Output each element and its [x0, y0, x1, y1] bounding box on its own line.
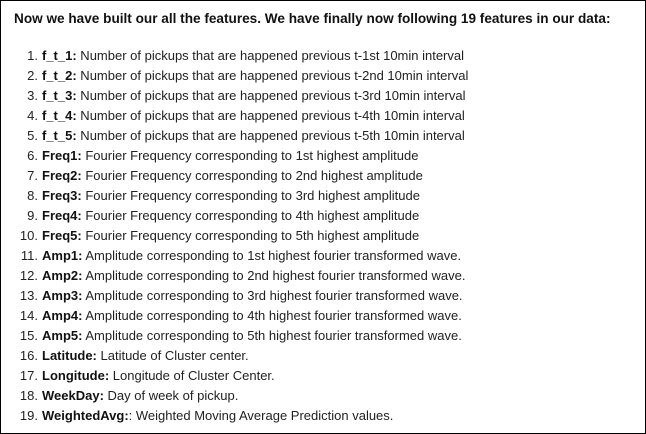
list-item-content: Freq5: Fourier Frequency corresponding t… — [42, 226, 419, 246]
feature-name: WeightedAvg: — [42, 408, 129, 423]
feature-description: Fourier Frequency corresponding to 1st h… — [81, 148, 419, 163]
list-item-number: 12. — [19, 268, 38, 283]
list-item-number: 18. — [19, 388, 38, 403]
feature-description: Longitude of Cluster Center. — [109, 368, 275, 383]
feature-description: : Weighted Moving Average Prediction val… — [128, 408, 394, 423]
feature-description: Fourier Frequency corresponding to 2nd h… — [81, 168, 423, 183]
list-item-number: 14. — [19, 308, 38, 323]
list-item-number: 5. — [27, 128, 38, 143]
list-item-number: 4. — [27, 108, 38, 123]
feature-name: WeekDay: — [42, 388, 104, 403]
feature-description: Day of week of pickup. — [103, 388, 239, 403]
list-item-number: 13. — [19, 288, 38, 303]
page-heading: Now we have built our all the features. … — [14, 11, 611, 26]
list-item-content: Freq3: Fourier Frequency corresponding t… — [42, 186, 420, 206]
feature-name: Amp5: — [42, 328, 83, 343]
feature-name: Latitude: — [42, 348, 97, 363]
list-item-number: 6. — [27, 148, 38, 163]
feature-name: Longitude: — [42, 368, 110, 383]
feature-description: Number of pickups that are happened prev… — [76, 68, 469, 83]
list-item-content: f_t_2: Number of pickups that are happen… — [42, 66, 468, 86]
feature-description: Amplitude corresponding to 5th highest f… — [82, 328, 462, 343]
feature-description: Fourier Frequency corresponding to 4th h… — [81, 208, 420, 223]
list-item-content: Amp4: Amplitude corresponding to 4th hig… — [42, 306, 462, 326]
feature-name: Freq5: — [42, 228, 82, 243]
feature-name: Freq3: — [42, 188, 82, 203]
feature-description: Fourier Frequency corresponding to 5th h… — [81, 228, 420, 243]
list-item-number: 3. — [27, 88, 38, 103]
feature-name: f_t_5: — [42, 128, 77, 143]
feature-name: Amp4: — [42, 308, 83, 323]
list-item-number: 7. — [27, 168, 38, 183]
list-item-number: 19. — [19, 408, 38, 423]
list-item-content: Amp1: Amplitude corresponding to 1st hig… — [42, 246, 461, 266]
list-item-number: 11. — [20, 248, 38, 263]
feature-description: Amplitude corresponding to 1st highest f… — [82, 248, 462, 263]
feature-description: Number of pickups that are happened prev… — [76, 128, 465, 143]
list-item-number: 8. — [27, 188, 38, 203]
list-item-number: 17. — [19, 368, 38, 383]
list-item-content: Freq4: Fourier Frequency corresponding t… — [42, 206, 419, 226]
list-item-number: 10. — [19, 228, 38, 243]
feature-name: f_t_1: — [42, 48, 77, 63]
feature-name: Freq2: — [42, 168, 82, 183]
list-item-content: WeekDay: Day of week of pickup. — [42, 386, 238, 406]
feature-description: Latitude of Cluster center. — [96, 348, 249, 363]
feature-description: Amplitude corresponding to 4th highest f… — [82, 308, 462, 323]
list-item-content: Freq1: Fourier Frequency corresponding t… — [42, 146, 418, 166]
feature-name: f_t_2: — [42, 68, 77, 83]
feature-name: Freq1: — [42, 148, 82, 163]
list-item-number: 1. — [27, 48, 38, 63]
list-item-content: Latitude: Latitude of Cluster center. — [42, 346, 249, 366]
list-item-content: Amp5: Amplitude corresponding to 5th hig… — [42, 326, 462, 346]
list-item-number: 15. — [19, 328, 38, 343]
list-item-content: Longitude: Longitude of Cluster Center. — [42, 366, 275, 386]
list-item-number: 9. — [27, 208, 38, 223]
list-item-content: f_t_4: Number of pickups that are happen… — [42, 106, 465, 126]
list-item-number: 2. — [27, 68, 38, 83]
feature-name: Amp3: — [42, 288, 83, 303]
list-item-content: f_t_1: Number of pickups that are happen… — [42, 46, 464, 66]
list-item-number: 16. — [19, 348, 38, 363]
feature-name: f_t_4: — [42, 108, 77, 123]
feature-name: Amp2: — [42, 268, 83, 283]
feature-description: Number of pickups that are happened prev… — [76, 108, 465, 123]
list-item-content: Amp2: Amplitude corresponding to 2nd hig… — [42, 266, 465, 286]
feature-description: Amplitude corresponding to 2nd highest f… — [82, 268, 466, 283]
list-item-content: f_t_5: Number of pickups that are happen… — [42, 126, 465, 146]
list-item-content: Freq2: Fourier Frequency corresponding t… — [42, 166, 423, 186]
feature-name: Amp1: — [42, 248, 83, 263]
feature-name: f_t_3: — [42, 88, 77, 103]
feature-description: Amplitude corresponding to 3rd highest f… — [82, 288, 463, 303]
list-item-content: WeightedAvg:: Weighted Moving Average Pr… — [42, 406, 393, 426]
list-item-content: Amp3: Amplitude corresponding to 3rd hig… — [42, 286, 463, 306]
list-item-content: f_t_3: Number of pickups that are happen… — [42, 86, 465, 106]
feature-name: Freq4: — [42, 208, 82, 223]
feature-description: Number of pickups that are happened prev… — [76, 88, 466, 103]
feature-description: Fourier Frequency corresponding to 3rd h… — [81, 188, 420, 203]
feature-description: Number of pickups that are happened prev… — [76, 48, 465, 63]
